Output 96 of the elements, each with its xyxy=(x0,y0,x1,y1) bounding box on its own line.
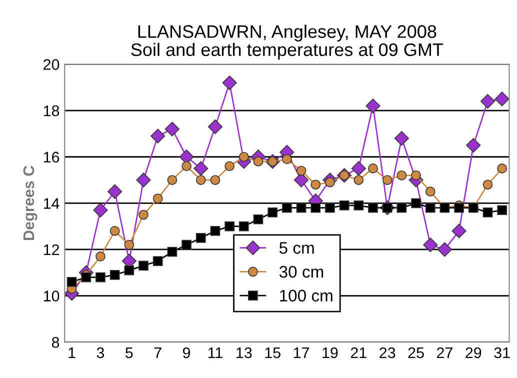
point xyxy=(124,265,134,276)
point xyxy=(425,186,436,197)
point xyxy=(310,202,321,213)
point xyxy=(482,208,493,218)
point xyxy=(138,260,148,271)
y-tick-label: 10 xyxy=(44,290,60,302)
point xyxy=(282,154,292,164)
point xyxy=(354,175,364,185)
point xyxy=(208,119,223,134)
x-tick-label: 19 xyxy=(322,347,338,358)
x-tick-label: 31 xyxy=(494,347,510,358)
point xyxy=(150,128,166,144)
x-tick-label: 23 xyxy=(380,347,396,358)
y-tick-label: 14 xyxy=(44,198,60,209)
point xyxy=(351,161,366,176)
point xyxy=(382,175,392,185)
y-axis-title: Degrees C xyxy=(23,166,38,240)
point xyxy=(497,164,508,174)
point xyxy=(394,131,409,146)
x-tick-label: 15 xyxy=(265,348,280,358)
point xyxy=(108,184,122,199)
point xyxy=(167,246,178,257)
x-tick-label: 29 xyxy=(466,347,482,358)
point xyxy=(466,138,481,153)
point xyxy=(310,180,321,190)
point xyxy=(368,164,378,174)
x-tick-label: 11 xyxy=(208,348,222,358)
point xyxy=(152,194,163,204)
point xyxy=(425,202,436,213)
y-tick-label: 18 xyxy=(44,105,60,116)
x-tick-label: 5 xyxy=(126,348,133,358)
y-tick-label: 16 xyxy=(44,152,60,163)
point xyxy=(253,156,264,166)
legend-label: 5 cm xyxy=(279,242,314,254)
point xyxy=(96,251,106,262)
point xyxy=(96,272,106,282)
point xyxy=(354,200,364,210)
point xyxy=(497,205,508,216)
point xyxy=(452,224,466,238)
point xyxy=(224,221,234,232)
point xyxy=(325,202,335,213)
point xyxy=(182,240,192,250)
point xyxy=(196,175,206,185)
point xyxy=(224,161,234,172)
y-tick-label: 12 xyxy=(44,244,59,256)
point xyxy=(368,202,378,213)
point xyxy=(110,270,120,280)
y-tick-label: 8 xyxy=(52,336,60,348)
x-tick-label: 21 xyxy=(350,347,366,358)
x-tick-label: 7 xyxy=(154,348,162,358)
point xyxy=(238,152,249,162)
x-tick-label: 27 xyxy=(436,347,452,358)
point xyxy=(282,202,292,213)
x-tick-label: 3 xyxy=(96,347,104,358)
point xyxy=(482,180,493,190)
point xyxy=(81,272,92,282)
legend-label: 100 cm xyxy=(280,290,332,302)
point xyxy=(423,238,438,252)
point xyxy=(238,221,249,232)
point xyxy=(66,276,77,287)
point xyxy=(194,161,208,176)
y-tick-label: 20 xyxy=(44,59,60,70)
point xyxy=(396,202,407,213)
point xyxy=(296,166,306,176)
x-tick-label: 17 xyxy=(294,348,310,358)
point xyxy=(437,242,452,257)
point xyxy=(167,175,178,185)
point xyxy=(494,92,510,106)
point xyxy=(210,175,220,185)
point xyxy=(396,170,407,180)
point xyxy=(138,210,148,220)
point xyxy=(411,170,421,180)
x-tick-label: 1 xyxy=(68,348,76,358)
point xyxy=(110,226,120,236)
point xyxy=(454,202,464,213)
point xyxy=(222,75,237,90)
point xyxy=(182,161,192,172)
point xyxy=(268,208,278,218)
x-tick-label: 13 xyxy=(236,347,252,358)
point xyxy=(411,198,421,208)
point xyxy=(366,98,380,114)
x-tick-label: 25 xyxy=(408,347,424,358)
point xyxy=(124,240,134,250)
point xyxy=(196,232,206,243)
x-tick-label: 9 xyxy=(183,347,190,358)
point xyxy=(164,122,180,136)
chart-title: LLANSADWRN, Anglesey, MAY 2008 Soil and earth temperatures at 09 GMT xyxy=(131,24,444,60)
point xyxy=(480,94,496,109)
point xyxy=(152,256,163,266)
point xyxy=(210,226,220,236)
point xyxy=(93,202,108,218)
point xyxy=(296,202,306,213)
point xyxy=(253,214,264,224)
legend-label: 30 cm xyxy=(279,266,324,278)
point xyxy=(136,172,151,188)
point xyxy=(339,200,350,210)
